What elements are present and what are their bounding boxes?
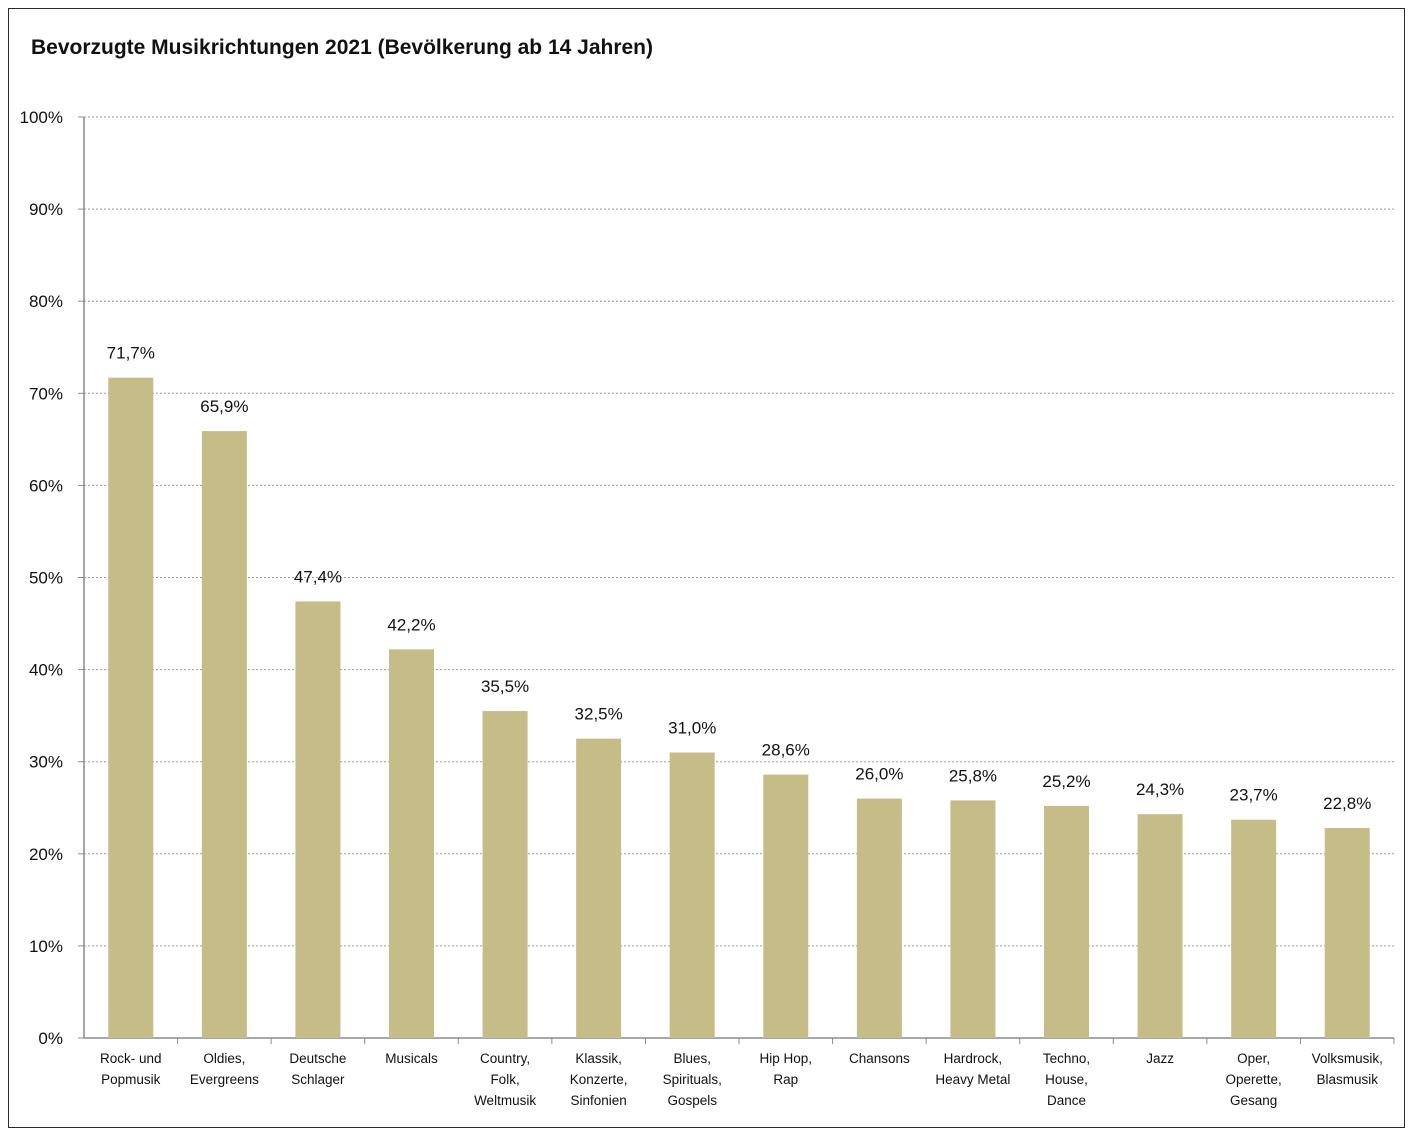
y-tick-label: 80%: [29, 292, 63, 311]
x-tick-label: Weltmusik: [474, 1093, 536, 1108]
x-tick-label: Hardrock,: [944, 1051, 1003, 1066]
x-tick-label: Folk,: [490, 1072, 519, 1087]
bar: [389, 649, 434, 1038]
x-tick-label: Country,: [480, 1051, 530, 1066]
x-tick-label: Musicals: [385, 1051, 438, 1066]
x-tick-label: Rap: [773, 1072, 798, 1087]
data-label: 24,3%: [1136, 780, 1184, 799]
x-tick-label: Evergreens: [190, 1072, 259, 1087]
x-tick-label: Heavy Metal: [935, 1072, 1010, 1087]
data-label: 47,4%: [294, 567, 342, 586]
x-tick-label: Rock- und: [100, 1051, 162, 1066]
bar: [201, 431, 247, 1038]
data-label: 25,2%: [1042, 772, 1090, 791]
x-tick-label: Sinfonien: [570, 1093, 626, 1108]
x-tick-label: Popmusik: [101, 1072, 161, 1087]
bar: [763, 774, 809, 1038]
data-label: 65,9%: [200, 397, 248, 416]
bar: [1044, 805, 1089, 1038]
bar: [295, 601, 341, 1038]
y-tick-label: 10%: [29, 937, 63, 956]
x-tick-label: Blues,: [673, 1051, 711, 1066]
x-tick-label: Deutsche: [289, 1051, 346, 1066]
y-tick-label: 30%: [29, 753, 63, 772]
data-label: 71,7%: [107, 344, 155, 363]
x-tick-label: Gesang: [1230, 1093, 1277, 1108]
x-tick-label: Dance: [1047, 1093, 1086, 1108]
bar: [950, 800, 996, 1038]
x-tick-label: Schlager: [291, 1072, 345, 1087]
data-label: 42,2%: [387, 615, 435, 634]
chart-title: Bevorzugte Musikrichtungen 2021 (Bevölke…: [31, 36, 654, 59]
y-tick-label: 70%: [29, 384, 63, 403]
data-label: 22,8%: [1323, 794, 1371, 813]
x-tick-label: Operette,: [1226, 1072, 1282, 1087]
data-label: 32,5%: [575, 705, 623, 724]
bar: [1324, 828, 1370, 1038]
x-tick-label: Spirituals,: [663, 1072, 722, 1087]
x-tick-label: House,: [1045, 1072, 1088, 1087]
x-tick-label: Volksmusik,: [1312, 1051, 1383, 1066]
x-tick-label: Oper,: [1237, 1051, 1270, 1066]
x-tick-label: Hip Hop,: [760, 1051, 813, 1066]
bar: [856, 798, 902, 1038]
data-label: 25,8%: [949, 766, 997, 785]
x-tick-label: Gospels: [667, 1093, 717, 1108]
x-tick-label: Klassik,: [575, 1051, 622, 1066]
y-tick-label: 90%: [29, 200, 63, 219]
data-label: 35,5%: [481, 677, 529, 696]
bar: [1137, 814, 1183, 1038]
x-tick-label: Oldies,: [203, 1051, 245, 1066]
y-tick-label: 20%: [29, 845, 63, 864]
data-label: 31,0%: [668, 718, 716, 737]
bar: [108, 377, 154, 1038]
y-tick-label: 100%: [20, 108, 63, 127]
y-tick-label: 50%: [29, 569, 63, 588]
x-tick-label: Techno,: [1043, 1051, 1090, 1066]
y-tick-label: 40%: [29, 661, 63, 680]
x-tick-label: Blasmusik: [1316, 1072, 1378, 1087]
data-label: 23,7%: [1230, 786, 1278, 805]
data-label: 28,6%: [762, 741, 810, 760]
x-tick-label: Konzerte,: [570, 1072, 628, 1087]
bar: [669, 752, 715, 1038]
bar: [482, 711, 528, 1038]
data-label: 26,0%: [855, 765, 903, 784]
bar: [576, 738, 622, 1038]
x-tick-label: Chansons: [849, 1051, 910, 1066]
y-tick-label: 0%: [38, 1029, 63, 1048]
bar: [1231, 819, 1277, 1038]
y-tick-label: 60%: [29, 476, 63, 495]
x-tick-label: Jazz: [1146, 1051, 1174, 1066]
